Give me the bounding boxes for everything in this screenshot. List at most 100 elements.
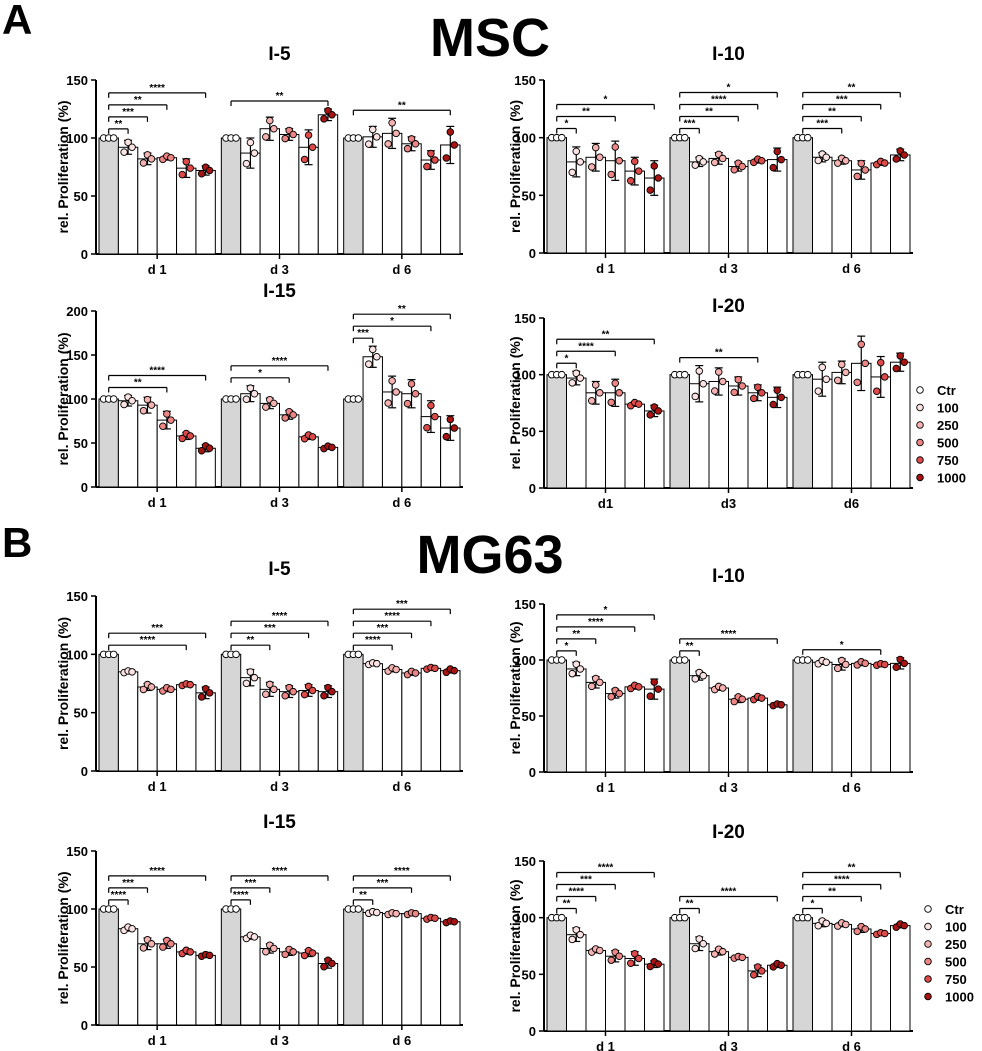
sig-label: **: [398, 304, 406, 315]
bar-ctr: [792, 137, 813, 254]
data-point: [205, 689, 214, 697]
data-point: [431, 914, 439, 923]
panel-title-mg63: MG63: [416, 525, 563, 585]
bar-500: [279, 951, 300, 1026]
data-point: [205, 951, 214, 960]
x-tick-label: d 6: [392, 1033, 411, 1048]
data-point: [576, 374, 585, 382]
sig-label: ****: [272, 866, 288, 877]
data-point: [615, 156, 624, 165]
data-point: [147, 155, 156, 163]
data-point: [392, 909, 400, 918]
y-tick-label: 150: [66, 73, 88, 88]
bar-1000: [317, 691, 339, 772]
data-point: [711, 950, 719, 958]
data-point: [262, 690, 270, 698]
y-tick-label: 0: [81, 764, 88, 779]
charts-layer: I-5 rel. Proliferation (%) 0 50 100 150 d 1 d 3…: [55, 44, 913, 1051]
bar-ctr: [792, 917, 813, 1032]
sig-label: *: [604, 95, 608, 106]
data-point: [681, 913, 689, 922]
data-point: [615, 389, 624, 397]
data-point: [596, 946, 604, 955]
bar-500: [851, 928, 872, 1032]
bar-ctr: [220, 653, 242, 772]
data-point: [758, 967, 766, 975]
bar-250: [137, 686, 158, 772]
legend-label: 1000: [937, 471, 966, 486]
bar-1000: [644, 410, 665, 489]
sig-label: ****: [149, 866, 165, 877]
data-point: [281, 414, 289, 422]
data-point: [167, 153, 175, 162]
sig-label: **: [715, 348, 723, 359]
data-point: [281, 692, 289, 700]
data-point: [304, 131, 313, 139]
data-point: [896, 352, 905, 360]
data-point: [861, 359, 870, 368]
data-point: [392, 665, 400, 674]
y-tick-label: 150: [66, 589, 88, 604]
data-point: [411, 669, 420, 677]
data-point: [159, 943, 167, 951]
data-point: [281, 134, 289, 143]
data-point: [900, 659, 909, 668]
sig-label: *: [604, 605, 608, 616]
data-point: [711, 158, 719, 167]
data-point: [431, 156, 439, 164]
bar-ctr: [669, 659, 690, 773]
data-point: [308, 686, 317, 695]
sig-label: ****: [394, 866, 410, 877]
chart-0: I-5 rel. Proliferation (%) 0 50 100 150 d 1 d 3…: [55, 44, 463, 277]
bar-ctr: [343, 137, 364, 255]
bar-750: [176, 951, 197, 1026]
bar-ctr: [220, 137, 242, 255]
legend-label: 250: [945, 937, 967, 952]
data-point: [758, 694, 766, 702]
legend-label: 250: [937, 418, 959, 433]
data-point: [861, 659, 870, 668]
data-point: [328, 443, 336, 452]
bar-100: [689, 675, 710, 773]
bar-250: [259, 128, 281, 255]
data-point: [384, 140, 392, 148]
bar-500: [851, 662, 872, 773]
data-point: [607, 398, 616, 407]
data-point: [695, 935, 704, 943]
bar-ctr: [220, 908, 242, 1026]
y-axis-label: rel. Proliferation (%): [55, 617, 71, 750]
sig-label: ****: [834, 875, 850, 886]
bar-1000: [440, 670, 461, 772]
bar-1000: [890, 361, 911, 489]
data-point: [681, 656, 689, 664]
sig-label: *: [390, 316, 394, 327]
bar-ctr: [546, 137, 567, 254]
data-point: [804, 913, 812, 922]
data-point: [250, 673, 259, 682]
data-point: [842, 920, 850, 929]
bar-1000: [317, 114, 339, 255]
bar-500: [401, 913, 422, 1026]
data-point: [611, 143, 620, 151]
data-point: [388, 377, 396, 385]
data-point: [186, 948, 194, 956]
bar-750: [870, 663, 891, 773]
bar-250: [831, 923, 852, 1032]
data-point: [730, 388, 739, 397]
bar-750: [870, 933, 891, 1032]
sig-label: ****: [149, 365, 165, 376]
x-tick-label: d 1: [596, 1039, 615, 1051]
bar-250: [259, 688, 281, 772]
data-point: [576, 930, 585, 939]
data-point: [853, 378, 862, 387]
data-point: [814, 387, 823, 395]
data-point: [777, 393, 786, 402]
y-tick-label: 0: [81, 480, 88, 495]
legend-label: 100: [937, 401, 959, 416]
data-point: [178, 434, 186, 443]
data-point: [654, 685, 663, 693]
bar-750: [298, 952, 319, 1026]
data-point: [232, 395, 240, 403]
data-point: [143, 395, 152, 404]
data-point: [328, 111, 336, 119]
